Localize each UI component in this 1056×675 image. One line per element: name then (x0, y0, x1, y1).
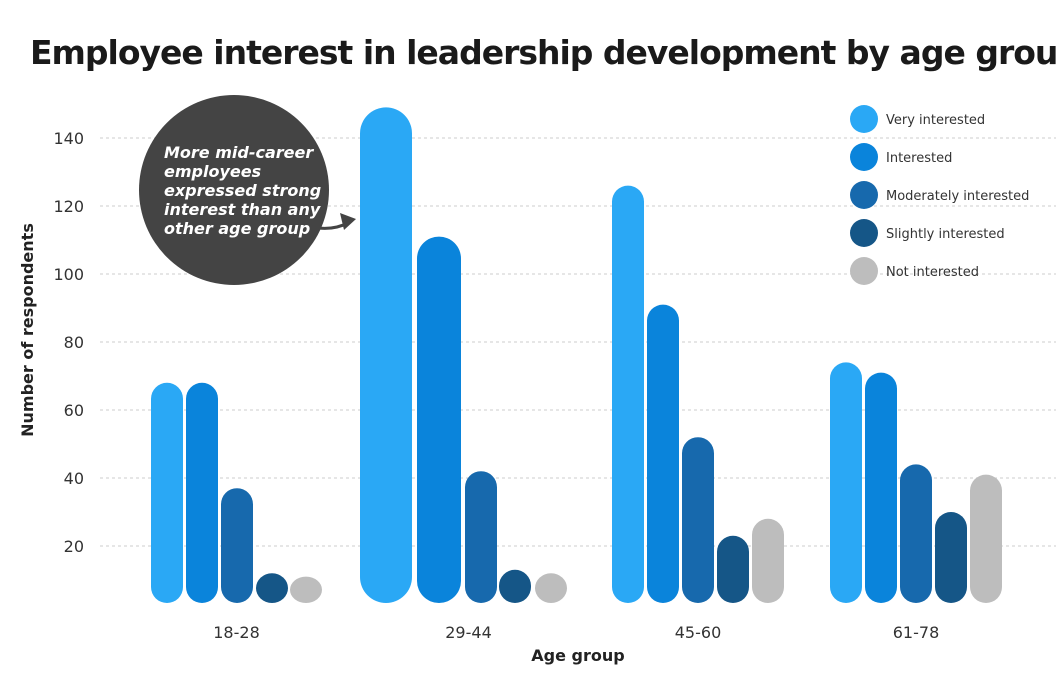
y-tick-label: 40 (64, 469, 84, 488)
annotation-text-line: expressed strong (164, 181, 321, 200)
bar-18-28-very-interested (151, 382, 183, 603)
bar-61-78-interested (865, 372, 897, 603)
bar-61-78-very-interested (830, 362, 862, 603)
legend-label: Interested (886, 151, 952, 166)
bar-45-60-not-interested (752, 518, 784, 603)
bar-18-28-interested (186, 382, 218, 603)
bar-18-28-slightly-interested (256, 573, 288, 603)
annotation-text-line: employees (164, 162, 261, 181)
legend-swatch (850, 105, 878, 133)
legend-swatch (850, 219, 878, 247)
arrow-head-icon (340, 213, 356, 230)
bar-45-60-slightly-interested (717, 535, 749, 603)
bar-45-60-moderately-interested (682, 437, 714, 603)
x-tick-label: 45-60 (675, 623, 722, 642)
legend-label: Moderately interested (886, 189, 1029, 204)
bar-61-78-moderately-interested (900, 464, 932, 603)
bar-61-78-slightly-interested (935, 512, 967, 603)
annotation-bubble (139, 95, 329, 285)
x-axis-label: Age group (531, 646, 624, 665)
legend-swatch (850, 257, 878, 285)
bar-45-60-very-interested (612, 185, 644, 603)
bar-29-44-very-interested (360, 107, 412, 604)
x-tick-label: 18-28 (213, 623, 260, 642)
bar-61-78-not-interested (970, 474, 1002, 603)
bar-18-28-moderately-interested (221, 488, 253, 603)
chart-title: Employee interest in leadership developm… (30, 33, 1056, 72)
y-tick-label: 60 (64, 401, 84, 420)
x-tick-label: 61-78 (893, 623, 940, 642)
y-tick-label: 80 (64, 333, 84, 352)
y-tick-label: 140 (53, 129, 84, 148)
y-axis-label: Number of respondents (18, 223, 37, 437)
legend-swatch (850, 181, 878, 209)
annotation-text-line: interest than any (164, 200, 321, 219)
bar-45-60-interested (647, 304, 679, 603)
legend-label: Slightly interested (886, 227, 1005, 242)
y-tick-label: 20 (64, 537, 84, 556)
y-tick-label: 100 (53, 265, 84, 284)
bar-29-44-not-interested (535, 573, 567, 603)
legend: Very interested Interested Moderately inte… (850, 105, 1029, 285)
y-tick-label: 120 (53, 197, 84, 216)
bar-29-44-moderately-interested (465, 471, 497, 603)
legend-label: Very interested (886, 113, 985, 128)
legend-swatch (850, 143, 878, 171)
bar-29-44-interested (417, 236, 461, 603)
annotation-text-line: More mid-career (164, 143, 314, 162)
bar-18-28-not-interested (290, 576, 322, 603)
legend-label: Not interested (886, 265, 979, 280)
bar-29-44-slightly-interested (499, 569, 531, 603)
x-tick-label: 29-44 (445, 623, 492, 642)
annotation-text-line: other age group (164, 219, 310, 238)
